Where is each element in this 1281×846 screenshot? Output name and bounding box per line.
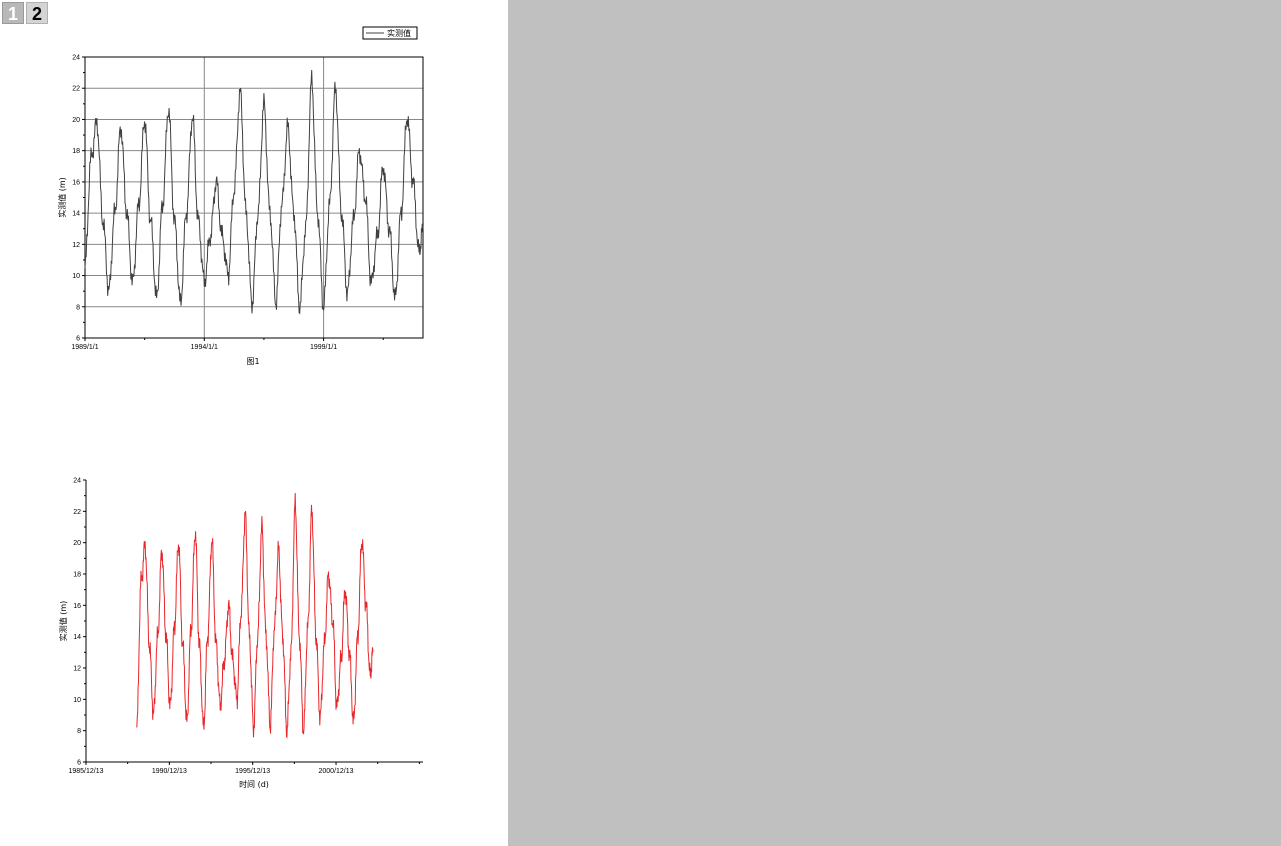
y-tick-label: 16: [72, 179, 80, 186]
y-tick-label: 18: [73, 572, 81, 579]
chart-2-y-ticks: 6 8 10 12 14 16 18 20 22 24: [73, 478, 86, 767]
y-tick-label: 14: [72, 211, 80, 218]
chart-1-legend: 实测值: [362, 26, 418, 40]
y-tick-label: 22: [73, 509, 81, 516]
chart-1: 6 8 10 12 14 16 18 20 22 24 1989/1/1 1994/1/1 1999/…: [57, 26, 424, 366]
y-tick-label: 20: [73, 540, 81, 547]
chart-2-series-line: [136, 492, 374, 739]
x-tick-label: 1999/1/1: [310, 344, 337, 351]
y-tick-label: 20: [72, 117, 80, 124]
workspace-background: [508, 0, 1281, 846]
chart-2-x-axis-title: 时间 (d): [239, 779, 269, 789]
x-tick-label: 1989/1/1: [71, 344, 98, 351]
x-tick-label: 1985/12/13: [68, 768, 103, 775]
y-tick-label: 24: [72, 55, 80, 62]
legend-box: [362, 26, 418, 40]
layer-tab-1[interactable]: 1: [2, 2, 24, 24]
y-tick-label: 10: [72, 273, 80, 280]
y-tick-label: 16: [73, 603, 81, 610]
chart-1-x-ticks: 1989/1/1 1994/1/1 1999/1/1: [71, 338, 384, 351]
charts-canvas: 6 8 10 12 14 16 18 20 22 24 1989/1/1 1994/1/1 1999/…: [57, 26, 424, 789]
chart-2-y-axis-title: 实测值 (m): [58, 601, 68, 642]
y-tick-label: 24: [73, 478, 81, 485]
layer-tab-2[interactable]: 2: [26, 2, 48, 24]
chart-1-gridlines: [85, 57, 423, 338]
y-tick-label: 8: [77, 728, 81, 735]
chart-1-plot-frame: [84, 56, 424, 339]
y-tick-label: 10: [73, 697, 81, 704]
x-tick-label: 1994/1/1: [191, 344, 218, 351]
y-tick-label: 18: [72, 148, 80, 155]
y-tick-label: 22: [72, 86, 80, 93]
x-tick-label: 1995/12/13: [235, 768, 270, 775]
chart-1-caption: 图1: [246, 357, 259, 366]
chart-1-y-axis-title: 实测值 (m): [57, 177, 67, 218]
legend-entry-label: 实测值: [387, 28, 411, 38]
y-tick-label: 12: [72, 242, 80, 249]
y-tick-label: 8: [76, 304, 80, 311]
y-tick-label: 12: [73, 666, 81, 673]
x-tick-label: 2000/12/13: [319, 768, 354, 775]
chart-2-x-ticks: 1985/12/13 1990/12/13 1995/12/13 2000/12/13: [68, 762, 420, 775]
y-tick-label: 6: [77, 760, 81, 767]
y-tick-label: 14: [73, 634, 81, 641]
chart-1-y-ticks: 6 8 10 12 14 16 18 20 22 24: [72, 55, 85, 343]
x-tick-label: 1990/12/13: [152, 768, 187, 775]
y-tick-label: 6: [76, 336, 80, 343]
chart-1-series-line: [84, 69, 424, 315]
